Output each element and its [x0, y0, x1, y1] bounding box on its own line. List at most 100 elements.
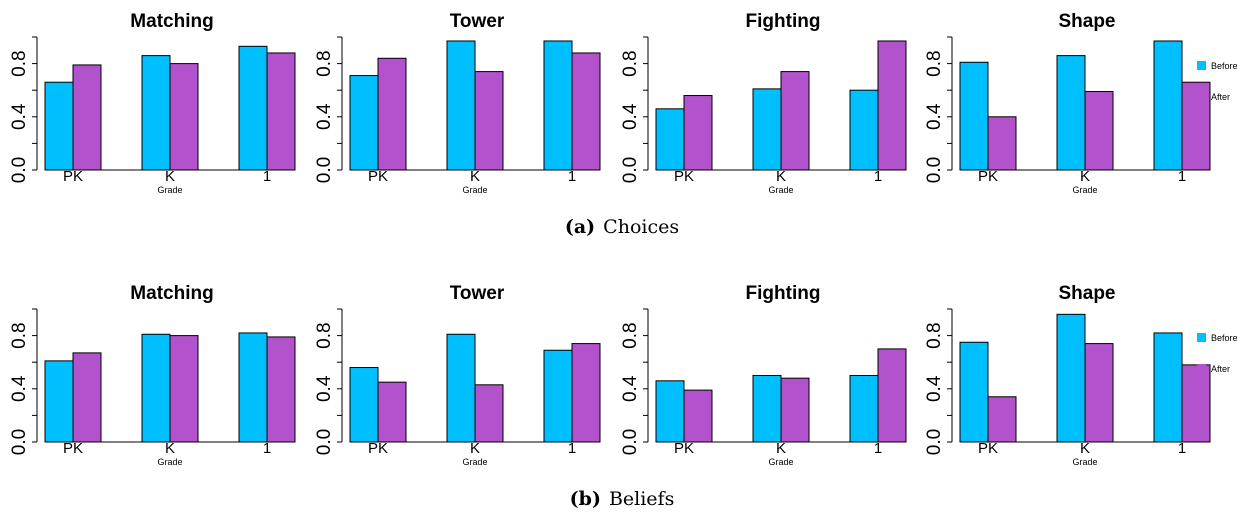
chart-panel: Tower 0.0 0.4 0.8 PK K 1 Grade	[314, 11, 601, 195]
bar-before	[543, 40, 573, 171]
x-category-label: 1	[263, 168, 271, 185]
chart-panel: Shape 0.0 0.4 0.8 PK K 1 Grade	[924, 11, 1211, 195]
bar-before	[543, 349, 573, 443]
x-category-label: 1	[568, 440, 576, 457]
bar-after	[377, 381, 407, 443]
x-category-label: PK	[368, 440, 388, 457]
bar-before	[349, 367, 379, 443]
bar-after	[780, 71, 810, 171]
legend-swatch-after	[1197, 92, 1206, 101]
y-tick-label: 0.8	[620, 50, 641, 76]
bar-before	[141, 55, 171, 171]
x-axis-label: Grade	[462, 185, 487, 195]
bar-after	[877, 40, 907, 171]
caption-a-label: (a)	[565, 216, 595, 238]
x-axis-label: Grade	[768, 185, 793, 195]
y-tick-label: 0.4	[9, 103, 30, 130]
legend-label-before: Before	[1211, 333, 1238, 343]
bar-before	[1056, 313, 1086, 443]
y-tick-label: 0.0	[924, 157, 945, 183]
x-category-label: 1	[568, 168, 576, 185]
bar-before	[752, 375, 782, 443]
bar-after	[987, 396, 1017, 443]
chart-panel: Matching 0.0 0.4 0.8 PK K 1 Grade	[9, 11, 296, 195]
bar-after	[72, 64, 102, 171]
bar-after	[683, 389, 713, 443]
x-category-label: PK	[674, 168, 694, 185]
x-category-label: PK	[674, 440, 694, 457]
y-tick-label: 0.4	[314, 103, 335, 130]
x-category-label: PK	[63, 440, 83, 457]
x-category-label: PK	[978, 168, 998, 185]
bar-before	[959, 61, 989, 171]
bar-before	[655, 108, 685, 171]
x-category-label: K	[165, 168, 175, 185]
bar-after	[474, 384, 504, 443]
legend-swatch-before	[1197, 61, 1206, 70]
chart-panel: Tower 0.0 0.4 0.8 PK K 1 Grade	[314, 283, 601, 467]
chart-title: Shape	[1058, 11, 1115, 32]
bar-after	[987, 116, 1017, 171]
x-category-label: 1	[1178, 440, 1186, 457]
x-category-label: K	[1080, 440, 1090, 457]
chart-title: Fighting	[746, 11, 821, 32]
bar-before	[44, 81, 74, 171]
caption-b: (b) Beliefs	[570, 488, 675, 510]
x-axis-label: Grade	[1072, 185, 1097, 195]
x-category-label: K	[776, 440, 786, 457]
y-tick-label: 0.8	[924, 322, 945, 348]
bar-after	[266, 336, 296, 443]
bar-after	[780, 377, 810, 443]
chart-title: Tower	[450, 11, 505, 32]
x-axis-label: Grade	[768, 457, 793, 467]
x-axis-label: Grade	[462, 457, 487, 467]
x-category-label: K	[470, 168, 480, 185]
bar-after	[571, 343, 601, 443]
y-tick-label: 0.8	[314, 50, 335, 76]
bar-before	[238, 45, 268, 171]
x-category-label: PK	[978, 440, 998, 457]
bar-before	[446, 40, 476, 171]
bar-before	[849, 89, 879, 171]
bar-before	[849, 375, 879, 443]
y-tick-label: 0.4	[9, 375, 30, 402]
chart-panel: Fighting 0.0 0.4 0.8 PK K 1 Grade	[620, 283, 907, 467]
legend-swatch-before	[1197, 333, 1206, 342]
bar-before	[752, 88, 782, 171]
x-axis-label: Grade	[157, 185, 182, 195]
x-category-label: K	[470, 440, 480, 457]
y-tick-label: 0.8	[9, 50, 30, 76]
chart-title: Fighting	[746, 283, 821, 304]
bar-after	[683, 95, 713, 171]
x-category-label: K	[165, 440, 175, 457]
bar-before	[1056, 55, 1086, 171]
bar-after	[377, 57, 407, 171]
bar-after	[877, 348, 907, 443]
bar-before	[141, 333, 171, 443]
bar-after	[474, 71, 504, 171]
y-tick-label: 0.8	[9, 322, 30, 348]
y-tick-label: 0.4	[314, 375, 335, 402]
chart-title: Matching	[130, 283, 213, 304]
y-tick-label: 0.0	[620, 429, 641, 455]
y-tick-label: 0.4	[924, 375, 945, 402]
bar-after	[1084, 91, 1114, 171]
x-category-label: 1	[874, 440, 882, 457]
bar-after	[72, 352, 102, 443]
y-tick-label: 0.8	[924, 50, 945, 76]
caption-a-text: Choices	[603, 216, 679, 238]
bar-before	[238, 332, 268, 443]
bar-before	[1153, 332, 1183, 443]
legend-label-before: Before	[1211, 61, 1238, 71]
x-category-label: K	[776, 168, 786, 185]
bar-before	[44, 360, 74, 443]
chart-panel: Shape 0.0 0.4 0.8 PK K 1 Grade	[924, 283, 1211, 467]
y-tick-label: 0.4	[620, 103, 641, 130]
y-tick-label: 0.4	[924, 103, 945, 130]
caption-b-text: Beliefs	[609, 488, 674, 510]
bar-before	[446, 333, 476, 443]
bar-before	[1153, 40, 1183, 171]
bar-after	[571, 52, 601, 171]
y-tick-label: 0.0	[314, 157, 335, 183]
